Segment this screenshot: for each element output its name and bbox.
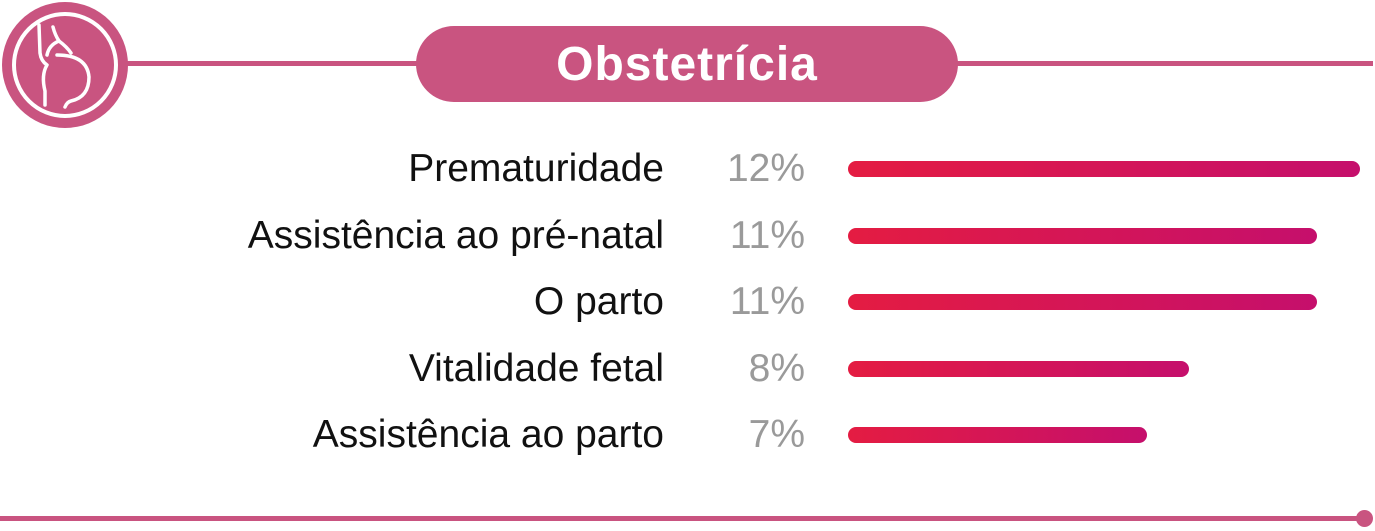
footer-rule (0, 516, 1362, 521)
category-label: Vitalidade fetal (408, 346, 664, 390)
bar (848, 427, 1147, 443)
footer-dot (1356, 510, 1373, 527)
category-label: Assistência ao parto (312, 413, 664, 456)
value-label: 8% (748, 346, 805, 390)
bar-track (848, 427, 1360, 443)
bar-row: Prematuridade 12% (0, 136, 1375, 202)
bar (848, 227, 1317, 244)
bar-row: Assistência ao parto 7% (0, 402, 1375, 468)
bar-row: O parto 11% (0, 269, 1375, 335)
category-label: Prematuridade (408, 147, 664, 190)
category-label: O parto (533, 280, 664, 323)
bar (848, 161, 1360, 177)
value-label: 11% (729, 280, 805, 323)
bar (848, 294, 1317, 310)
bar (848, 360, 1189, 377)
bar-track (848, 227, 1360, 244)
value-label: 7% (748, 413, 805, 456)
bar-track (848, 360, 1360, 377)
bar-track (848, 294, 1360, 310)
category-label: Assistência ao pré-natal (247, 213, 664, 257)
value-label: 11% (729, 213, 805, 257)
bar-row: Vitalidade fetal 8% (0, 336, 1375, 402)
value-label: 12% (726, 147, 805, 190)
bar-track (848, 161, 1360, 177)
chart-title: Obstetrícia (416, 26, 958, 102)
pregnant-woman-icon (1, 1, 129, 129)
bar-row: Assistência ao pré-natal 11% (0, 203, 1375, 269)
